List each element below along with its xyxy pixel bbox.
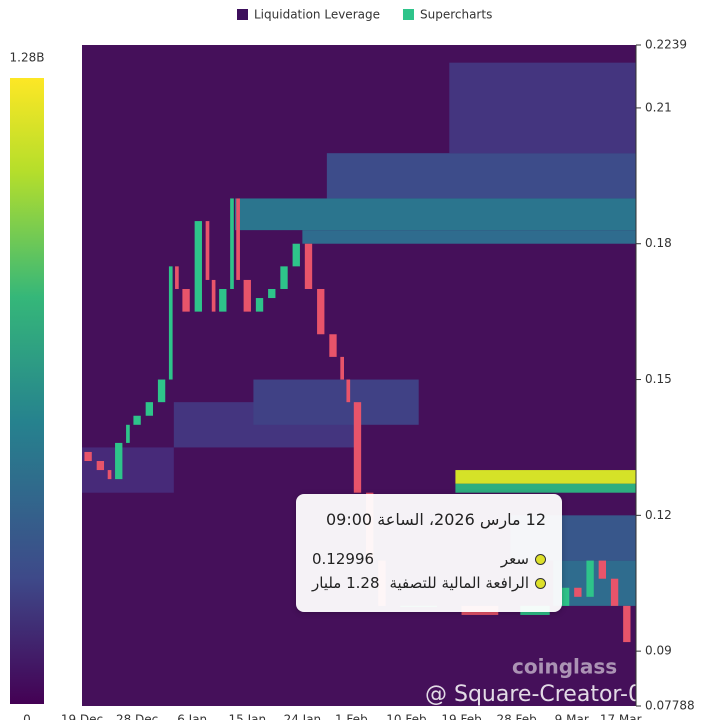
heat-cell <box>253 379 419 425</box>
x-tick-label: 1 Feb <box>335 713 368 720</box>
candle <box>353 402 362 493</box>
colorbar-label: 0 <box>23 713 31 720</box>
candle <box>623 605 631 643</box>
tooltip-title: 12 مارس 2026، الساعة 09:00 <box>326 510 546 529</box>
legend-swatch <box>237 9 248 20</box>
candle <box>219 288 227 312</box>
heat-cell <box>326 153 636 199</box>
color-bar <box>10 78 44 704</box>
y-tick-label: 0.07788 <box>645 699 695 713</box>
legend-swatch <box>402 9 414 20</box>
x-tick-label: 28 Feb <box>496 713 536 720</box>
candle <box>230 198 234 289</box>
y-tick-label: 0.21 <box>645 100 672 114</box>
candle <box>610 578 619 606</box>
x-tick-label: 6 Jan <box>177 713 207 720</box>
heat-cell <box>235 198 636 231</box>
candle <box>268 288 276 299</box>
candle <box>329 334 337 357</box>
candle <box>175 266 179 289</box>
candle <box>598 560 607 579</box>
y-tick-label: 0.15 <box>645 372 672 386</box>
candle <box>574 587 582 597</box>
heat-cell <box>82 447 174 493</box>
candle <box>194 221 202 312</box>
candle <box>182 288 190 312</box>
credit: @ Square-Creator-0f49c... <box>425 682 711 707</box>
candle <box>133 415 141 425</box>
heat-cell <box>449 62 636 154</box>
heat-cell <box>302 230 636 244</box>
lev-name: الرافعة المالية للتصفية <box>389 574 529 592</box>
y-tick-label: 0.18 <box>645 236 672 250</box>
candle <box>586 560 594 597</box>
legend-label: Liquidation Leverage <box>254 8 380 22</box>
lev: 1.28 مليار <box>312 574 380 592</box>
candle <box>211 279 216 312</box>
price-name: سعر <box>500 550 529 568</box>
candle <box>561 587 570 606</box>
candle <box>346 379 351 403</box>
candle <box>243 279 251 312</box>
x-tick-label: 24 Jan <box>284 713 322 720</box>
candle <box>145 402 154 416</box>
y-tick-label: 0.2239 <box>645 38 687 52</box>
x-tick-label: 9 Mar <box>555 713 589 720</box>
candle <box>255 298 264 312</box>
x-tick-label: 19 Dec <box>61 713 103 720</box>
candle <box>304 243 313 289</box>
candle <box>115 442 123 480</box>
heat-cell <box>455 483 636 493</box>
candle <box>107 470 112 480</box>
candle <box>205 221 210 280</box>
candle <box>292 243 300 267</box>
y-tick-label: 0.09 <box>645 644 672 658</box>
candle <box>317 288 325 335</box>
candle <box>126 424 130 443</box>
candle <box>340 356 345 380</box>
colorbar-label: 1.28B <box>10 51 45 65</box>
price: 0.12996 <box>312 550 375 568</box>
candle <box>236 198 240 280</box>
x-tick-label: 19 Feb <box>441 713 481 720</box>
legend-label: Supercharts <box>420 8 492 22</box>
candle <box>280 266 288 289</box>
candle <box>168 266 173 380</box>
tooltip: 12 مارس 2026، الساعة 09:00 سعر 0.12996 ال… <box>296 494 562 612</box>
x-tick-label: 10 Feb <box>386 713 426 720</box>
watermark: coinglass <box>512 655 617 679</box>
x-tick-label: 28 Dec <box>116 713 158 720</box>
candle <box>157 379 166 403</box>
candle <box>96 461 105 471</box>
x-tick-label: 15 Jan <box>228 713 266 720</box>
candle <box>84 451 92 462</box>
heat-cell <box>455 470 636 484</box>
y-tick-label: 0.12 <box>645 508 672 522</box>
x-tick-label: 17 Mar <box>600 713 642 720</box>
